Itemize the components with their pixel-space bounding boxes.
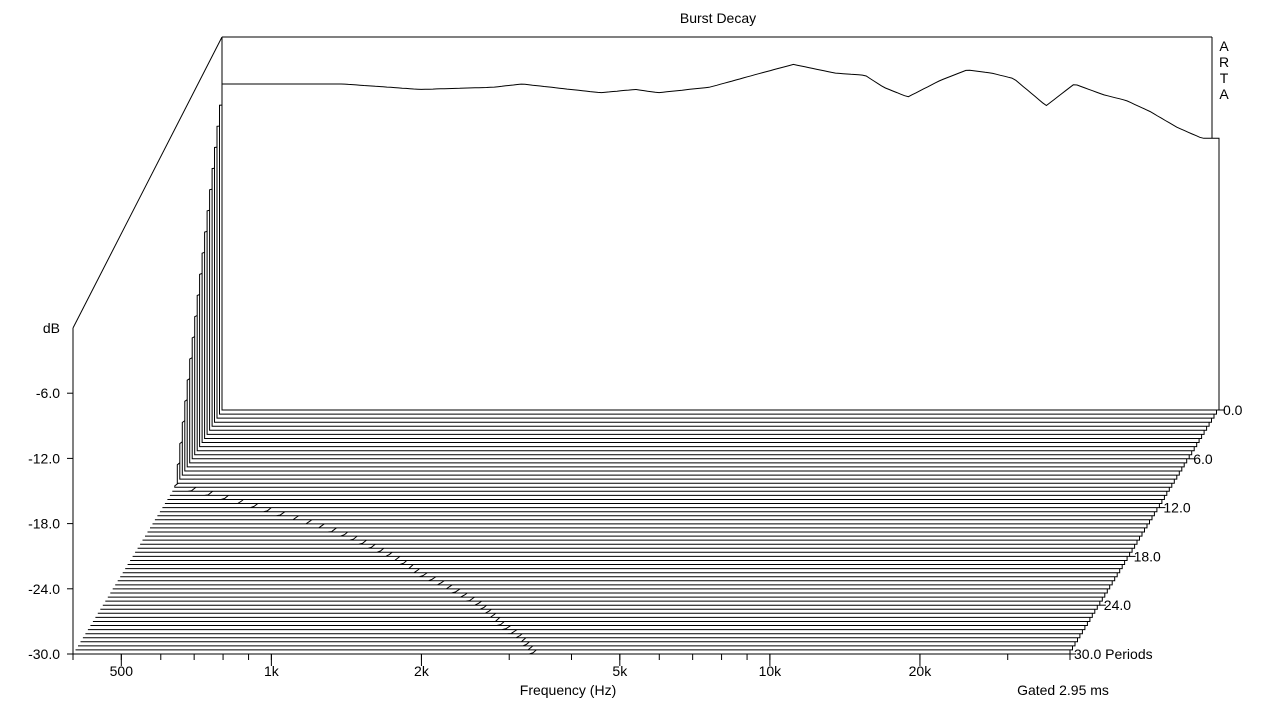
depth-tick-label: 0.0 — [1223, 402, 1243, 418]
x-tick-label: 10k — [759, 663, 783, 679]
depth-tick-label: 6.0 — [1193, 451, 1213, 467]
y-tick-label: -12.0 — [28, 450, 60, 466]
x-tick-label: 5k — [612, 663, 628, 679]
chart-title: Burst Decay — [680, 10, 756, 26]
x-tick-label: 500 — [110, 663, 134, 679]
watermark-letter: R — [1219, 54, 1229, 70]
frequency-axis-title: Frequency (Hz) — [520, 682, 616, 698]
x-tick-label: 1k — [264, 663, 280, 679]
depth-tick-label: 24.0 — [1104, 597, 1131, 613]
gate-note: Gated 2.95 ms — [1017, 682, 1109, 698]
y-tick-label: -24.0 — [28, 581, 60, 597]
decay-slice — [221, 63, 1220, 411]
side-wall-top-edge — [72, 36, 223, 329]
depth-tick-label: 12.0 — [1163, 500, 1190, 516]
db-axis: -6.0 -12.0 -18.0 -24.0 -30.0 — [28, 385, 73, 662]
frequency-axis: 500 1k 2k 5k 10k 20k — [72, 654, 1071, 679]
watermark-letter: A — [1219, 38, 1229, 54]
x-tick-label: 2k — [414, 663, 430, 679]
depth-tick-label: 18.0 — [1134, 548, 1161, 564]
watermark-letter: T — [1220, 70, 1229, 86]
watermark-letter: A — [1219, 86, 1229, 102]
db-axis-label: dB — [43, 320, 60, 336]
x-tick-label: 20k — [909, 663, 933, 679]
y-tick-label: -30.0 — [28, 646, 60, 662]
y-tick-label: -18.0 — [28, 516, 60, 532]
decay-slices — [73, 63, 1220, 655]
periods-axis: 0.0 6.0 12.0 18.0 24.0 30.0 Periods — [1070, 402, 1243, 662]
y-tick-label: -6.0 — [36, 385, 60, 401]
depth-tick-label: 30.0 Periods — [1074, 646, 1153, 662]
